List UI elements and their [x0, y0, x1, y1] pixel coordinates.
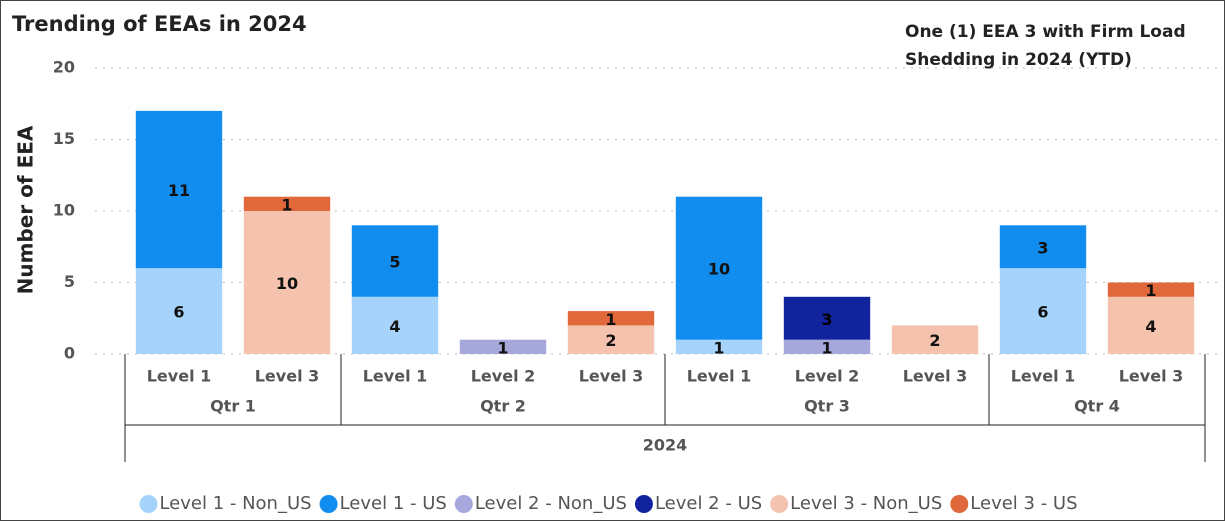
data-label: 2 — [605, 331, 616, 350]
bar-segment — [243, 211, 331, 354]
data-label: 6 — [1037, 303, 1048, 322]
data-label: 10 — [708, 260, 730, 279]
group-label: Qtr 1 — [210, 397, 256, 416]
data-label: 3 — [821, 310, 832, 329]
legend-label: Level 3 - Non_US — [790, 493, 942, 514]
annotation: One (1) EEA 3 with Firm Load — [905, 22, 1186, 42]
bar-segment — [567, 311, 655, 326]
data-label: 2 — [929, 331, 940, 350]
data-label: 1 — [281, 195, 292, 214]
bar-segment — [783, 339, 871, 354]
bar-segment — [135, 110, 223, 269]
year-label: 2024 — [643, 436, 688, 455]
legend-marker — [454, 495, 473, 513]
y-tick-label: 10 — [53, 201, 75, 220]
data-label: 3 — [1037, 238, 1048, 257]
x-tick-label: Level 2 — [795, 367, 860, 386]
data-label: 10 — [276, 274, 298, 293]
bar-segment — [351, 225, 439, 297]
legend-label: Level 1 - US — [340, 493, 447, 514]
bar-segment — [243, 196, 331, 211]
x-tick-label: Level 1 — [363, 367, 428, 386]
x-tick-label: Level 2 — [471, 367, 536, 386]
data-label: 1 — [821, 338, 832, 357]
bar-segment — [675, 196, 763, 340]
x-tick-label: Level 1 — [1011, 367, 1076, 386]
legend-marker — [319, 495, 338, 513]
bar-segment — [135, 268, 223, 354]
data-label: 5 — [389, 253, 400, 272]
bar-segment — [567, 325, 655, 354]
annotation: Shedding in 2024 (YTD) — [905, 50, 1132, 70]
data-label: 1 — [497, 338, 508, 357]
bar-segment — [675, 339, 763, 354]
x-tick-label: Level 3 — [255, 367, 320, 386]
legend-label: Level 3 - US — [970, 493, 1077, 514]
legend-marker — [770, 495, 789, 513]
x-tick-label: Level 1 — [687, 367, 752, 386]
bar-segment — [459, 339, 547, 354]
legend-marker — [950, 495, 969, 513]
data-label: 11 — [168, 181, 190, 200]
legend-marker — [634, 495, 653, 513]
chart-title: Trending of EEAs in 2024 — [12, 12, 307, 36]
y-axis-label: Number of EEA — [14, 125, 38, 294]
y-tick-label: 15 — [53, 129, 75, 148]
bar-segment — [351, 296, 439, 354]
group-label: Qtr 3 — [804, 397, 850, 416]
data-label: 6 — [173, 303, 184, 322]
bar-segment — [891, 325, 979, 354]
data-label: 1 — [605, 310, 616, 329]
x-tick-label: Level 3 — [1119, 367, 1184, 386]
data-label: 1 — [713, 338, 724, 357]
bar-segment — [999, 268, 1087, 354]
legend-marker — [139, 495, 158, 513]
y-tick-label: 20 — [53, 58, 75, 77]
x-tick-label: Level 3 — [579, 367, 644, 386]
bar-segment — [1107, 282, 1195, 297]
group-label: Qtr 4 — [1074, 397, 1120, 416]
y-tick-label: 0 — [64, 344, 75, 363]
x-tick-label: Level 3 — [903, 367, 968, 386]
data-label: 4 — [1145, 317, 1156, 336]
x-tick-label: Level 1 — [147, 367, 212, 386]
bar-segment — [783, 296, 871, 340]
group-label: Qtr 2 — [480, 397, 526, 416]
data-label: 1 — [1145, 281, 1156, 300]
legend-label: Level 2 - US — [655, 493, 762, 514]
bar-segment — [1107, 296, 1195, 354]
bar-segment — [999, 225, 1087, 269]
legend-label: Level 1 - Non_US — [159, 493, 311, 514]
legend-label: Level 2 - Non_US — [475, 493, 627, 514]
data-label: 4 — [389, 317, 400, 336]
y-tick-label: 5 — [64, 272, 75, 291]
